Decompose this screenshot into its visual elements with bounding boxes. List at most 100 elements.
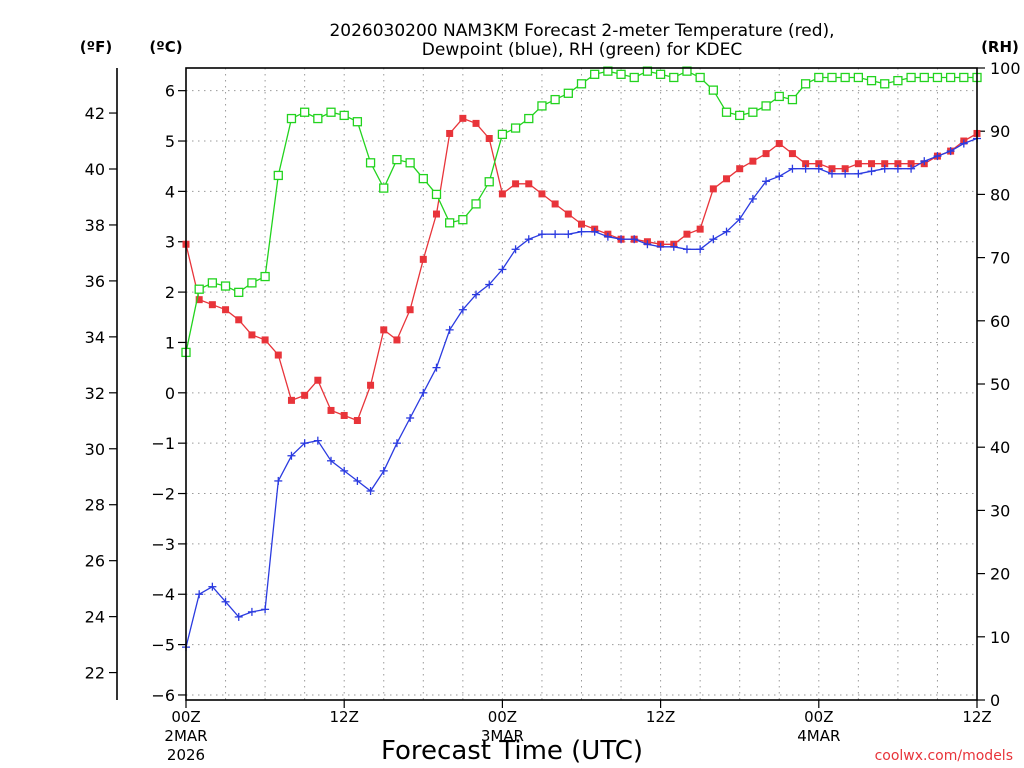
data-point [749,157,757,165]
data-point [709,235,718,244]
data-point [524,113,534,124]
x-tick-date: 2MAR [164,727,207,745]
data-point [472,290,481,299]
rh-tick-label: 20 [990,565,1010,584]
data-point [485,135,493,143]
data-point [353,417,361,425]
data-point [458,215,468,225]
data-point [313,113,323,124]
fahrenheit-tick-label: 28 [85,496,105,515]
data-point [696,245,705,254]
data-point [524,235,533,244]
fahrenheit-tick-label: 42 [85,104,105,123]
data-point [327,456,336,465]
data-point [683,230,691,238]
data-point [827,169,836,178]
rh-tick-label: 0 [990,691,1000,710]
data-point [221,597,230,606]
data-point [721,107,732,117]
celsius-tick-label: −4 [151,585,175,604]
celsius-tick-label: 1 [165,333,175,352]
data-point [273,170,283,181]
data-point [788,150,796,158]
series-rh [181,66,982,358]
data-point [564,230,573,239]
data-point [854,160,862,168]
data-point [287,396,295,404]
data-point [801,164,810,173]
data-point [551,230,560,239]
celsius-tick-label: −3 [151,535,175,554]
data-point [393,336,401,344]
data-point [827,72,837,83]
data-point [695,72,705,83]
data-point [497,129,508,140]
data-point [366,487,375,496]
x-tick-label: 00Z [171,708,200,726]
data-point [512,180,520,188]
data-point [551,200,559,208]
rh-tick-label: 90 [990,122,1010,141]
x-tick-year: 2026 [167,746,205,764]
data-point [643,240,652,249]
data-point [814,164,823,173]
data-point [642,66,653,76]
fahrenheit-tick-label: 38 [85,216,105,235]
data-point [472,119,480,127]
celsius-tick-label: −1 [151,434,175,453]
data-point [392,154,402,165]
data-point [932,72,943,83]
axes: −6−5−4−3−2−10123456222426283032343638404… [85,59,1021,764]
data-point [880,79,890,89]
data-point [669,242,678,251]
data-point [881,160,889,168]
celsius-tick-label: −6 [151,686,175,705]
data-point [299,107,310,117]
data-point [853,72,863,83]
data-point [326,107,336,117]
data-point [828,165,836,173]
rh-tick-label: 80 [990,185,1010,204]
fahrenheit-tick-label: 32 [85,384,105,403]
fahrenheit-tick-label: 26 [85,552,105,571]
chart-title-line1: 2026030200 NAM3KM Forecast 2-meter Tempe… [329,21,834,41]
data-point [234,612,243,621]
data-point [446,129,454,137]
data-point [590,227,599,236]
data-point [841,169,850,178]
data-point [485,280,494,289]
data-point [563,88,573,98]
rh-tick-label: 50 [990,375,1010,394]
data-point [735,215,744,224]
data-point [616,69,626,79]
data-point [959,139,968,148]
fahrenheit-tick-label: 34 [85,328,105,347]
data-point [775,140,783,148]
data-point [379,183,389,193]
data-point [432,363,441,372]
celsius-tick-label: 0 [165,384,175,403]
data-point [629,72,639,83]
data-point [510,123,521,133]
data-point [340,411,348,419]
data-point [841,165,849,173]
data-point [550,94,560,105]
data-point [617,235,626,244]
x-tick-label: 12Z [330,708,359,726]
data-point [432,210,440,218]
data-point [260,271,270,282]
data-point [406,306,414,314]
data-point [894,160,902,168]
credit-link[interactable]: coolwx.com/models [875,748,1013,764]
data-point [261,605,270,614]
data-point [380,326,388,334]
fahrenheit-tick-label: 36 [85,272,105,291]
data-point [802,160,810,168]
rh-tick-label: 10 [990,628,1010,647]
data-point [854,169,863,178]
data-point [445,325,454,334]
data-point [459,114,467,122]
data-point [722,227,731,236]
plot-frame [185,67,978,701]
